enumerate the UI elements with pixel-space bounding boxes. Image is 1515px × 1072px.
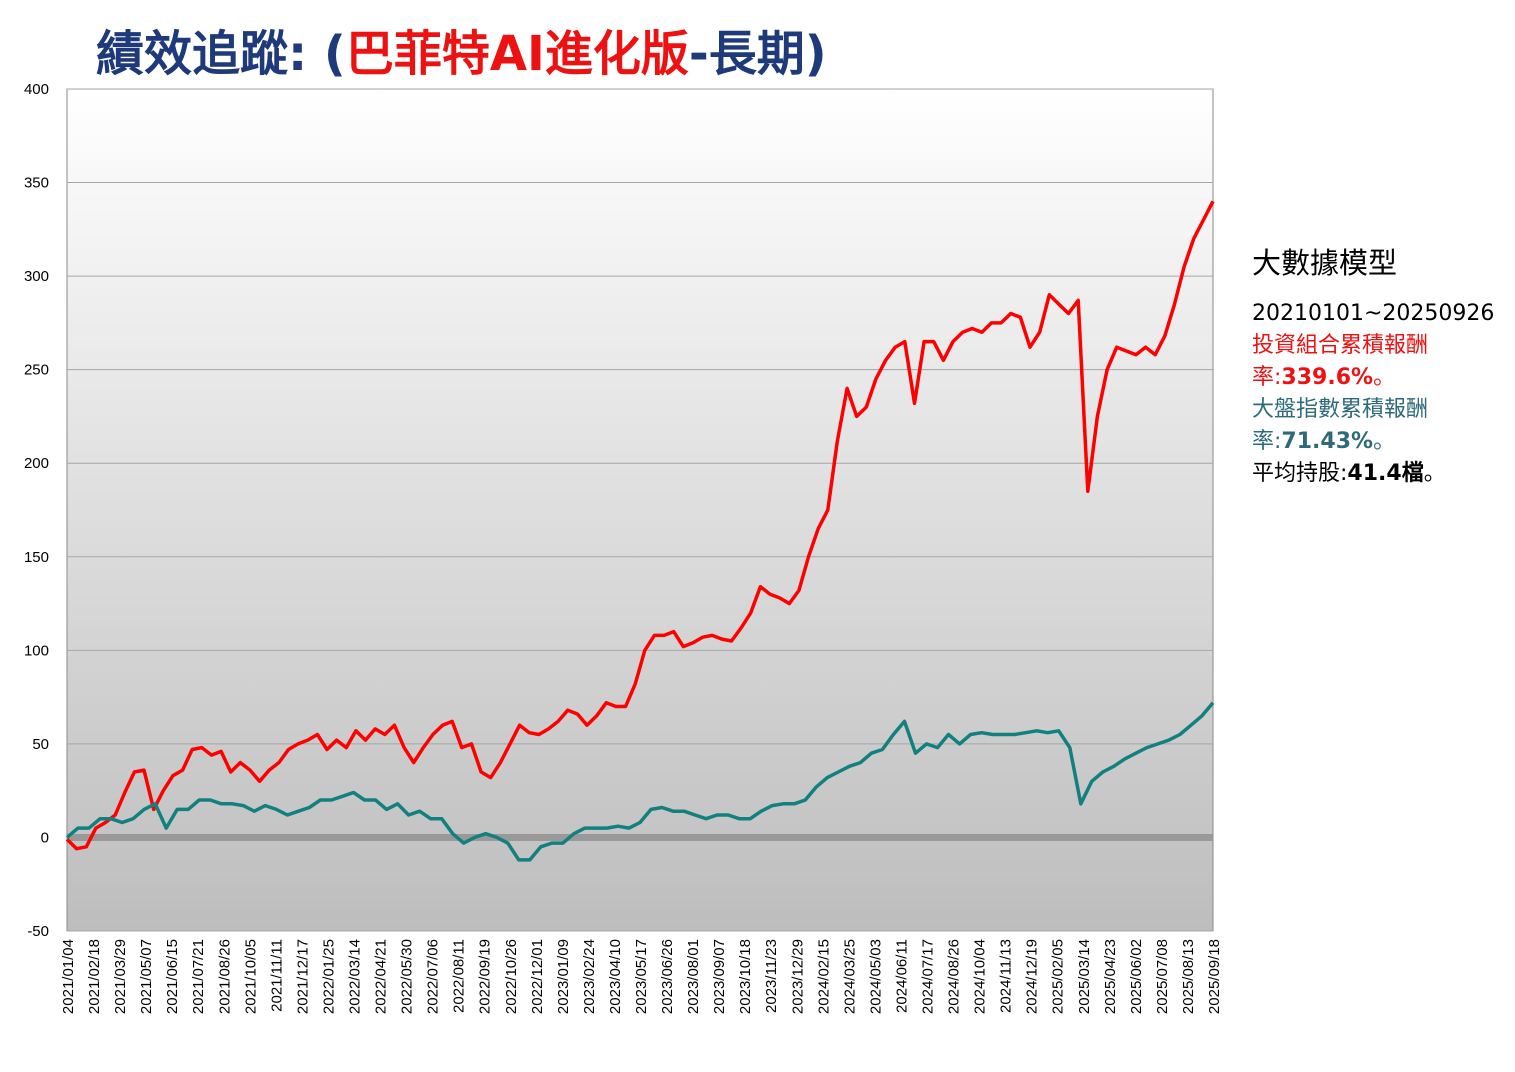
index-return-label: 大盤指數累積報酬率: <box>1252 397 1429 454</box>
y-tick-label: 350 <box>24 175 49 192</box>
portfolio-return-label: 投資組合累積報酬率: <box>1252 333 1429 390</box>
y-tick-label: 200 <box>24 455 49 472</box>
x-tick-label: 2022/07/06 <box>425 939 442 1014</box>
x-tick-label: 2025/08/13 <box>1180 939 1197 1014</box>
title-part-3: -長期) <box>688 26 827 82</box>
series-lines <box>65 200 1215 862</box>
x-tick-label: 2025/04/23 <box>1102 939 1119 1014</box>
y-tick-label: -50 <box>27 923 49 940</box>
portfolio-return-end: 。 <box>1373 365 1396 390</box>
index-return-end: 。 <box>1373 429 1396 454</box>
portfolio-return-value: 339.6% <box>1281 365 1374 390</box>
x-tick-label: 2022/03/14 <box>347 939 364 1014</box>
gridlines <box>67 88 1213 932</box>
x-tick-label: 2025/07/08 <box>1154 939 1171 1014</box>
x-tick-label: 2024/11/13 <box>998 939 1015 1013</box>
x-tick-label: 2021/07/21 <box>190 939 207 1014</box>
avg-holding-value: 41.4檔 <box>1347 461 1424 486</box>
x-tick-label: 2024/03/25 <box>841 939 858 1014</box>
title-part-1: 績效追蹤: ( <box>96 26 346 82</box>
x-tick-label: 2023/06/26 <box>659 939 676 1014</box>
index-return-text: 大盤指數累積報酬率:71.43%。 <box>1252 394 1512 458</box>
period-text: 20210101~20250926 <box>1252 301 1495 326</box>
x-tick-label: 2021/10/05 <box>242 939 259 1014</box>
x-tick-label: 2023/02/24 <box>581 939 598 1014</box>
x-tick-label: 2022/04/21 <box>373 939 390 1014</box>
x-axis-labels: 2021/01/04 2021/02/18 2021/03/29 2021/05/07… <box>60 939 1223 1014</box>
avg-holding-end: 。 <box>1423 461 1446 486</box>
x-tick-label: 2022/05/30 <box>399 939 416 1014</box>
x-tick-label: 2024/07/17 <box>920 939 937 1014</box>
y-tick-label: 250 <box>24 362 49 379</box>
x-tick-label: 2024/10/04 <box>972 939 989 1014</box>
y-tick-label: 0 <box>41 829 49 846</box>
x-tick-label: 2021/02/18 <box>86 939 103 1014</box>
x-tick-label: 2021/12/17 <box>294 939 311 1014</box>
x-tick-label: 2024/08/26 <box>946 939 963 1014</box>
y-tick-label: 150 <box>24 549 49 566</box>
x-tick-label: 2025/03/14 <box>1076 939 1093 1014</box>
x-tick-label: 2023/10/18 <box>737 939 754 1014</box>
x-tick-label: 2023/08/01 <box>685 939 702 1014</box>
x-tick-label: 2023/12/29 <box>789 939 806 1014</box>
y-tick-label: 50 <box>32 736 49 753</box>
x-tick-label: 2023/09/07 <box>711 939 728 1014</box>
avg-holding-text: 平均持股:41.4檔。 <box>1252 458 1512 490</box>
x-tick-label: 2023/01/09 <box>555 939 572 1014</box>
avg-holding-label: 平均持股: <box>1252 461 1348 486</box>
y-axis-labels: -50 0 50 100 150 200 250 300 350 400 <box>24 81 49 940</box>
x-tick-label: 2023/05/17 <box>633 939 650 1014</box>
x-tick-label: 2022/10/26 <box>503 939 520 1014</box>
x-tick-label: 2022/01/25 <box>320 939 337 1014</box>
x-tick-label: 2022/12/01 <box>529 939 546 1014</box>
x-tick-label: 2023/11/23 <box>763 939 780 1013</box>
page-title: 績效追蹤: (巴菲特AI進化版-長期) <box>96 14 827 84</box>
x-tick-label: 2025/06/02 <box>1128 939 1145 1014</box>
y-tick-label: 400 <box>24 81 49 98</box>
plot-area <box>66 88 1214 932</box>
info-panel: 大數據模型 20210101~20250926 投資組合累積報酬率:339.6%… <box>1252 240 1512 490</box>
title-part-2: 巴菲特AI進化版 <box>345 26 689 82</box>
x-tick-label: 2021/06/15 <box>164 939 181 1014</box>
x-tick-label: 2024/12/19 <box>1024 939 1041 1014</box>
index-return-value: 71.43% <box>1281 429 1374 454</box>
x-tick-label: 2023/04/10 <box>607 939 624 1014</box>
portfolio-return-text: 投資組合累積報酬率:339.6%。 <box>1252 330 1512 394</box>
x-tick-label: 2021/08/26 <box>216 939 233 1014</box>
x-tick-label: 2021/05/07 <box>138 939 155 1014</box>
x-tick-label: 2021/03/29 <box>112 939 129 1014</box>
index-line <box>65 701 1215 862</box>
x-tick-label: 2021/11/11 <box>268 939 285 1012</box>
x-tick-label: 2022/08/11 <box>451 939 468 1013</box>
x-tick-label: 2024/06/11 <box>893 939 910 1013</box>
x-tick-label: 2024/05/03 <box>867 939 884 1014</box>
x-tick-label: 2025/09/18 <box>1206 939 1223 1014</box>
x-tick-label: 2025/02/05 <box>1050 939 1067 1014</box>
model-name: 大數據模型 <box>1252 246 1398 280</box>
y-tick-label: 300 <box>24 268 49 285</box>
x-tick-label: 2022/09/19 <box>477 939 494 1014</box>
x-tick-label: 2021/01/04 <box>60 939 77 1014</box>
portfolio-line <box>65 200 1215 851</box>
y-tick-label: 100 <box>24 642 49 659</box>
x-tick-label: 2024/02/15 <box>815 939 832 1014</box>
